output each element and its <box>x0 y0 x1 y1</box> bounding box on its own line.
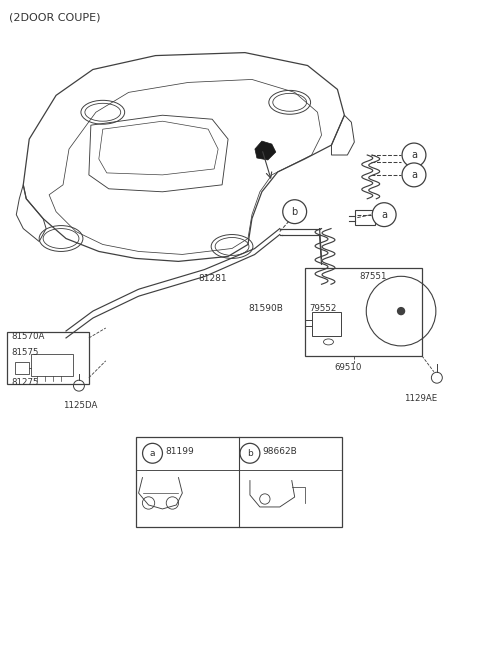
Text: 81199: 81199 <box>166 447 194 457</box>
Circle shape <box>372 203 396 226</box>
Text: a: a <box>411 150 417 160</box>
Circle shape <box>143 443 162 463</box>
Text: 81281: 81281 <box>198 274 227 283</box>
Text: 87551: 87551 <box>360 272 387 281</box>
Polygon shape <box>255 141 276 160</box>
Circle shape <box>397 308 405 315</box>
Text: 1125DA: 1125DA <box>63 401 97 409</box>
Text: a: a <box>411 170 417 180</box>
Text: 69510: 69510 <box>335 363 362 372</box>
Text: 81570A: 81570A <box>12 332 45 341</box>
Circle shape <box>240 443 260 463</box>
Text: 81275: 81275 <box>12 378 39 386</box>
Text: 98662B: 98662B <box>263 447 298 457</box>
Circle shape <box>283 199 307 224</box>
Circle shape <box>402 143 426 167</box>
Text: b: b <box>247 449 253 458</box>
Text: 81590B: 81590B <box>248 304 283 313</box>
Text: (2DOOR COUPE): (2DOOR COUPE) <box>9 13 101 23</box>
Text: 1129AE: 1129AE <box>404 394 437 403</box>
Text: a: a <box>381 210 387 220</box>
Circle shape <box>402 163 426 187</box>
Text: a: a <box>150 449 155 458</box>
Text: b: b <box>291 207 298 216</box>
Text: 79552: 79552 <box>310 304 337 313</box>
Text: 81575: 81575 <box>12 348 39 357</box>
